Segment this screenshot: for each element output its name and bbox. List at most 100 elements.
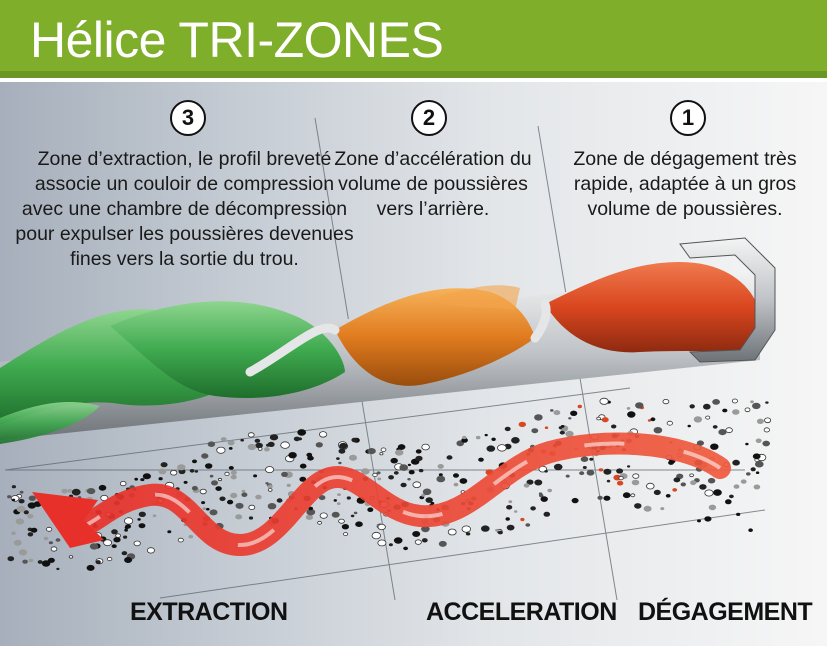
dust-particle [317,520,323,525]
dust-particle [750,400,754,404]
dust-particle [415,449,422,454]
dust-particle [254,438,261,443]
dust-particle [393,537,403,544]
dust-particle [646,482,655,490]
dust-particle [755,460,764,468]
dust-particle [704,489,714,497]
dust-particle [388,543,393,547]
dust-particle [414,539,422,545]
dust-particle [276,498,283,503]
dust-particle [518,421,526,428]
dust-particle [142,473,151,480]
dust-particle [98,484,107,491]
dust-particle [412,481,422,489]
dust-particle [241,492,248,498]
orange-flutes [335,285,535,386]
dust-particle [377,539,387,547]
dust-particle [220,437,227,442]
dust-particle [379,452,384,456]
dust-particle [211,480,218,486]
dust-particle [611,424,617,429]
dust-particle [281,471,288,477]
dust-particle [106,556,113,562]
dust-particle [437,464,444,469]
dust-particle [86,488,96,495]
dust-particle [596,416,601,421]
dust-particle [421,493,426,497]
dust-particle [333,499,337,502]
dust-particle [484,433,488,437]
dust-particle [697,519,701,523]
title-stripe [0,71,827,78]
dust-particle [41,560,51,567]
dust-particle [755,471,760,475]
dust-particle [247,443,257,451]
dust-particle [18,499,25,504]
dust-particle [732,409,740,415]
dust-particle [372,472,378,477]
dust-particle [86,564,95,571]
dust-particle [407,478,411,481]
steel-spiral [245,299,551,377]
dust-particle [403,546,408,551]
dust-particle [531,428,539,434]
dust-particle [647,419,652,422]
dust-particle [124,557,133,563]
dust-particle [421,525,430,533]
dust-particle [558,426,563,430]
dust-particle [577,404,582,409]
dust-particle [337,493,341,496]
dust-particle [209,474,214,478]
arrow-head [32,492,104,548]
dust-particle [422,488,432,496]
dust-particle [673,477,681,483]
dust-particle [240,438,244,442]
dust-particle [689,473,694,478]
dust-particle [219,496,226,502]
dust-particle [446,455,453,460]
dust-particle [544,426,549,430]
dust-particle [50,546,58,552]
dust-particle [699,484,707,490]
dust-particle [750,467,756,472]
dust-particle [753,484,761,490]
dust-particle [7,495,12,499]
dust-particle [763,427,770,433]
dust-particle [725,499,732,505]
dust-particle [37,560,43,564]
dust-particle [299,463,307,469]
dust-particle [13,539,22,546]
dust-particle [224,471,230,476]
dust-particle [408,470,415,475]
dust-particle [580,456,589,463]
dust-particle [506,505,513,510]
dust-particle [736,512,741,517]
dust-particle [530,506,536,511]
dust-particle [15,518,25,525]
dust-particle [257,447,263,451]
dust-particle [523,483,530,488]
dust-particle [11,485,16,489]
dust-particle [461,525,472,533]
dust-particle [217,477,222,482]
dust-particle [19,490,24,494]
dust-particle [438,473,443,477]
dust-particle [201,501,206,505]
dust-particle [205,463,213,469]
dust-particle [137,518,141,521]
dust-particle [495,528,499,532]
dust-particle [425,497,433,503]
dust-particle [338,461,342,465]
dust-particle [390,457,398,464]
dust-particle [293,436,300,442]
dust-particle [152,514,157,518]
dust-particle [708,504,717,511]
dust-particle [68,555,74,559]
dust-particle [177,537,184,543]
dust-particle [255,442,263,449]
dust-particle [418,468,424,473]
zone-1-label: DÉGAGEMENT [638,598,813,626]
dust-particle [170,469,178,476]
